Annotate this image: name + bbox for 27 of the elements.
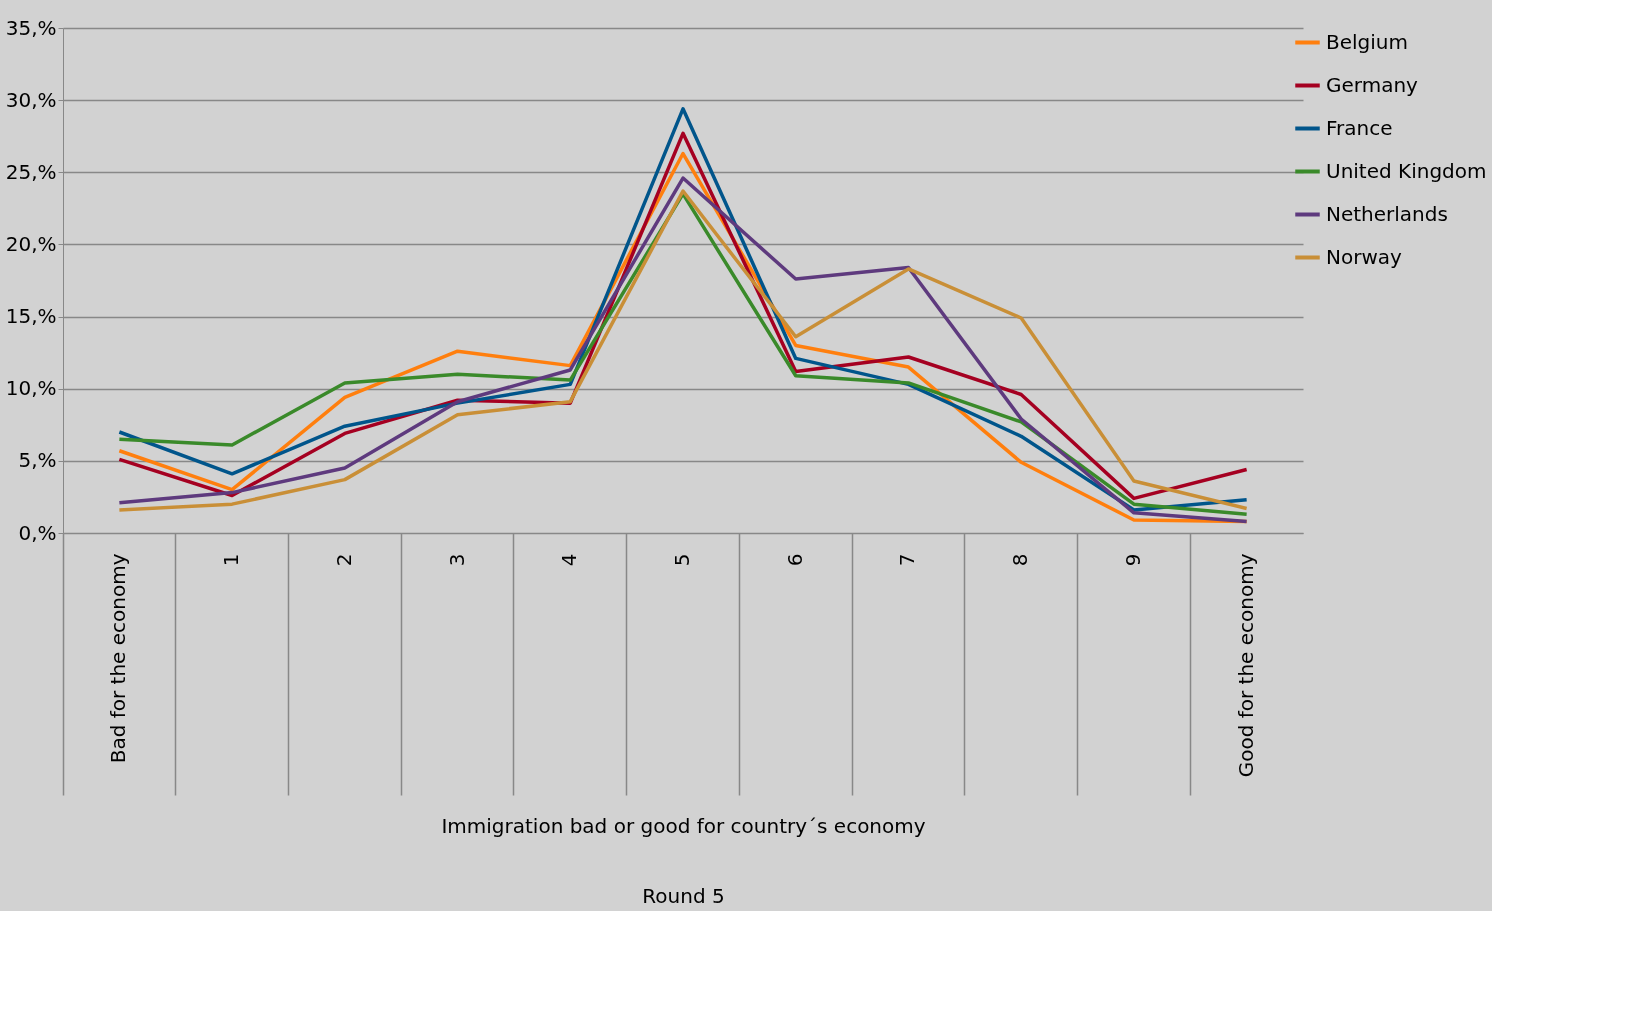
x-tick-label: 8: [1008, 553, 1033, 567]
y-tick-label: 5,%: [18, 448, 57, 473]
y-tick-label: 35,%: [5, 15, 57, 40]
y-tick-label: 20,%: [5, 231, 57, 256]
x-tick-label: 6: [782, 553, 807, 567]
y-tick-label: 30,%: [5, 87, 57, 112]
x-tick-label: 4: [557, 553, 582, 567]
x-tick-label: 2: [331, 553, 356, 567]
y-tick-label: 15,%: [5, 304, 57, 329]
x-tick-label: 9: [1120, 553, 1145, 567]
legend-label: Netherlands: [1326, 201, 1448, 226]
y-tick-label: 0,%: [18, 520, 57, 545]
x-tick-label: 3: [444, 553, 469, 567]
x-tick-label: Good for the economy: [1233, 553, 1258, 778]
legend-label: France: [1326, 115, 1393, 140]
y-tick-label: 25,%: [5, 159, 57, 184]
x-axis-title: Immigration bad or good for country´s economy: [441, 813, 926, 838]
x-tick-label: Bad for the economy: [106, 553, 131, 764]
x-tick-label: 7: [895, 553, 920, 567]
legend-label: Belgium: [1326, 29, 1408, 54]
x-tick-label: 1: [219, 553, 244, 567]
text: Round 5: [642, 883, 725, 908]
legend-label: Norway: [1326, 244, 1403, 269]
y-tick-label: 10,%: [5, 376, 57, 401]
x-tick-label: 5: [670, 553, 694, 567]
legend-label: United Kingdom: [1326, 158, 1487, 183]
legend-label: Germany: [1326, 72, 1419, 97]
